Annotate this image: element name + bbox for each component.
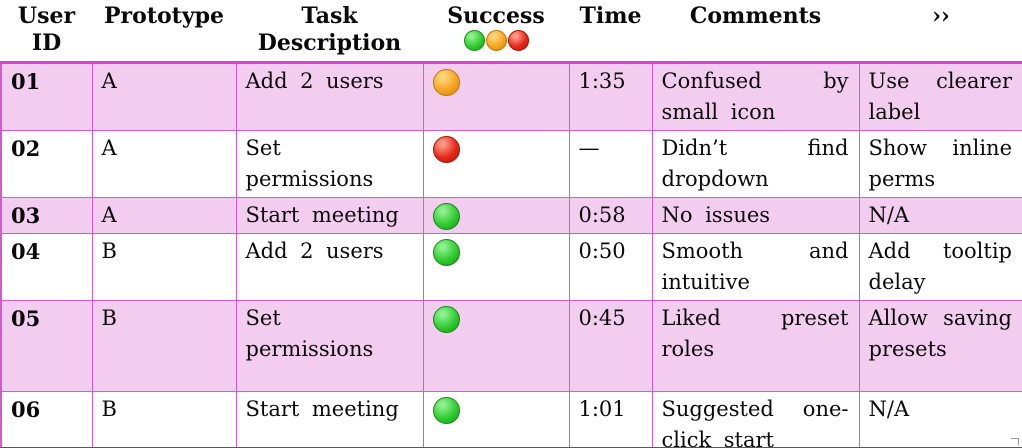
- cell-next[interactable]: Show inline perms: [858, 129, 1022, 198]
- cell-task[interactable]: Set permissions: [235, 299, 424, 392]
- table-row: 06 B Start meeting 1:01 Suggested one-cl…: [0, 390, 1022, 448]
- cell-next[interactable]: N/A: [858, 196, 1022, 234]
- cell-task[interactable]: Start meeting: [235, 196, 424, 234]
- column-header-prototype[interactable]: Prototype: [92, 0, 236, 62]
- status-ball-icon: [432, 396, 460, 424]
- cell-time[interactable]: —: [568, 129, 653, 198]
- cell-time[interactable]: 1:35: [568, 60, 653, 131]
- cell-time[interactable]: 1:01: [568, 390, 653, 448]
- success-header-label: Success: [447, 3, 545, 29]
- table-body: 01 A Add 2 users 1:35 Confused by small …: [0, 60, 1022, 448]
- cell-next[interactable]: Add tooltip delay: [858, 232, 1022, 301]
- window-bottom-edge: [0, 446, 1022, 448]
- cell-comments[interactable]: Liked preset roles: [651, 299, 860, 392]
- cell-task[interactable]: Add 2 users: [235, 232, 424, 301]
- column-header-next[interactable]: ››: [859, 0, 1022, 62]
- cell-next[interactable]: N/A: [858, 390, 1022, 448]
- cell-prototype[interactable]: B: [91, 232, 237, 301]
- status-ball-icon: [432, 202, 460, 230]
- cell-prototype[interactable]: B: [91, 390, 237, 448]
- cell-task[interactable]: Add 2 users: [235, 60, 424, 131]
- cell-task[interactable]: Start meeting: [235, 390, 424, 448]
- table-resize-corner[interactable]: [1011, 438, 1019, 445]
- table-row: 01 A Add 2 users 1:35 Confused by small …: [0, 60, 1022, 131]
- cell-prototype[interactable]: A: [91, 196, 237, 234]
- green-light-icon: [463, 30, 485, 51]
- cell-user-id[interactable]: 01: [0, 60, 93, 131]
- column-header-user-id[interactable]: User ID: [1, 0, 92, 62]
- cell-time[interactable]: 0:50: [568, 232, 653, 301]
- orange-light-icon: [485, 30, 507, 51]
- cell-success[interactable]: [422, 232, 570, 301]
- cell-user-id[interactable]: 04: [0, 232, 93, 301]
- column-header-task-description[interactable]: Task Description: [236, 0, 423, 62]
- cell-prototype[interactable]: A: [91, 60, 237, 131]
- table-row: 05 B Set permissions 0:45 Liked preset r…: [0, 299, 1022, 392]
- table-row: 03 A Start meeting 0:58 No issues N/A: [0, 196, 1022, 234]
- success-legend: [427, 30, 565, 51]
- cell-success[interactable]: [422, 196, 570, 234]
- cell-comments[interactable]: Smooth and intuitive: [651, 232, 860, 301]
- cell-success[interactable]: [422, 390, 570, 448]
- cell-prototype[interactable]: A: [91, 129, 237, 198]
- cell-next[interactable]: Allow saving presets: [858, 299, 1022, 392]
- table-row: 04 B Add 2 users 0:50 Smooth and intuiti…: [0, 232, 1022, 301]
- cell-comments[interactable]: Suggested one-click start: [651, 390, 860, 448]
- column-header-success[interactable]: Success: [423, 0, 569, 62]
- red-light-icon: [507, 30, 529, 51]
- column-header-time[interactable]: Time: [569, 0, 652, 62]
- table-row: 02 A Set permissions — Didn’t find dropd…: [0, 129, 1022, 198]
- cell-next[interactable]: Use clearer label: [858, 60, 1022, 131]
- cell-success[interactable]: [422, 60, 570, 131]
- status-ball-icon: [432, 135, 460, 163]
- cell-time[interactable]: 0:58: [568, 196, 653, 234]
- status-ball-icon: [432, 68, 460, 96]
- cell-user-id[interactable]: 06: [0, 390, 93, 448]
- cell-success[interactable]: [422, 129, 570, 198]
- cell-comments[interactable]: Didn’t find dropdown: [651, 129, 860, 198]
- cell-task[interactable]: Set permissions: [235, 129, 424, 198]
- cell-user-id[interactable]: 03: [0, 196, 93, 234]
- cell-time[interactable]: 0:45: [568, 299, 653, 392]
- status-ball-icon: [432, 305, 460, 333]
- cell-success[interactable]: [422, 299, 570, 392]
- cell-comments[interactable]: Confused by small icon: [651, 60, 860, 131]
- cell-comments[interactable]: No issues: [651, 196, 860, 234]
- status-ball-icon: [432, 238, 460, 266]
- cell-user-id[interactable]: 05: [0, 299, 93, 392]
- table-header: User ID Prototype Task Description Succe…: [1, 0, 1022, 62]
- cell-user-id[interactable]: 02: [0, 129, 93, 198]
- cell-prototype[interactable]: B: [91, 299, 237, 392]
- column-header-comments[interactable]: Comments: [652, 0, 859, 62]
